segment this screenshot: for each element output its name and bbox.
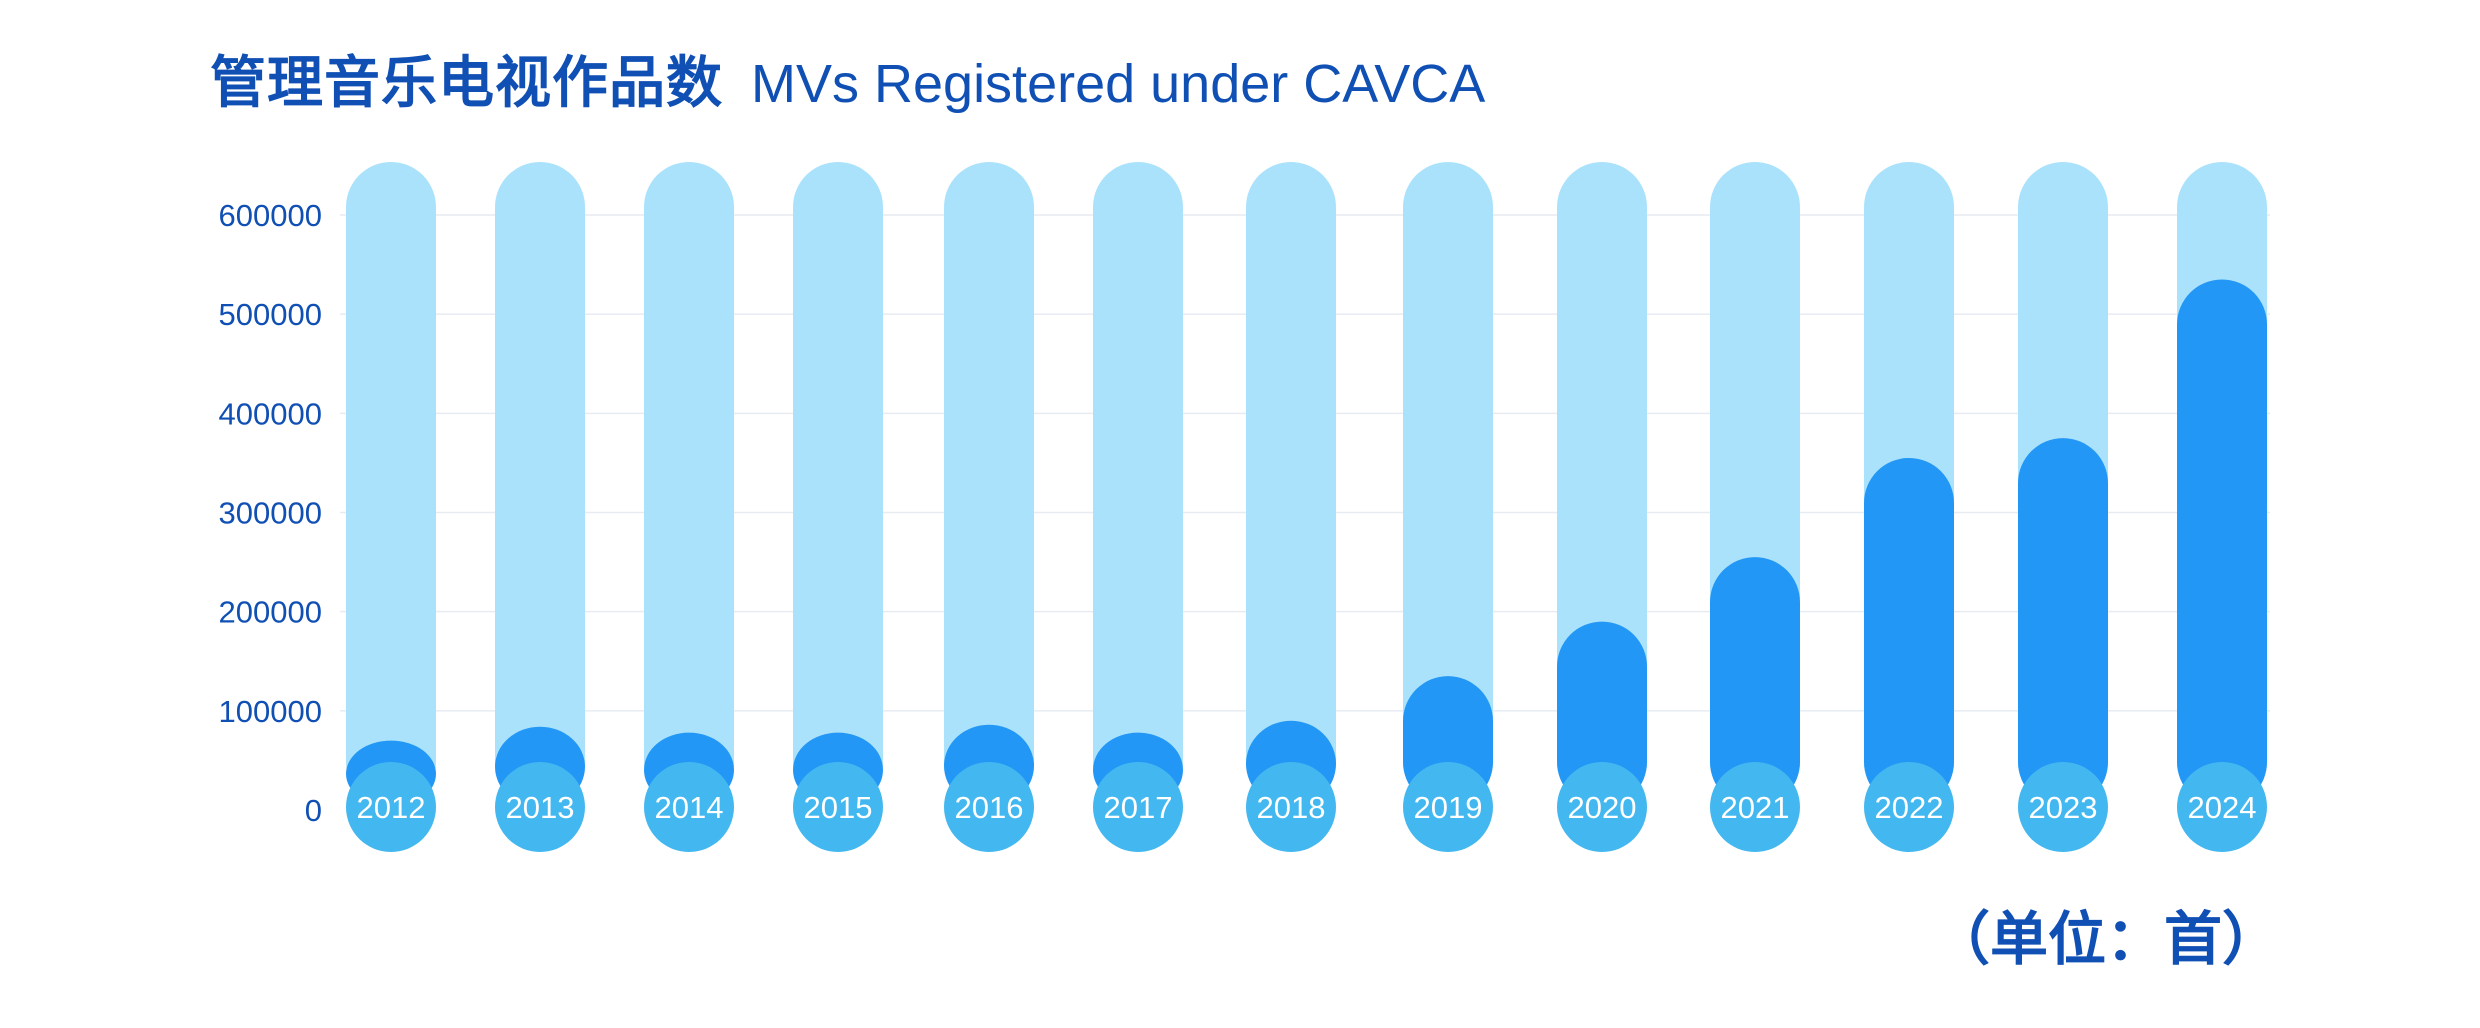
bar bbox=[1864, 457, 1954, 807]
bar-track bbox=[1403, 162, 1493, 807]
y-tick-label: 500000 bbox=[219, 297, 322, 332]
x-tick-label: 2020 bbox=[1568, 790, 1637, 825]
bar-track bbox=[495, 162, 585, 807]
x-tick-label: 2023 bbox=[2029, 790, 2098, 825]
year-label-circle bbox=[644, 762, 734, 852]
bar bbox=[2018, 438, 2108, 807]
bar-track bbox=[793, 162, 883, 807]
year-label-circle bbox=[1864, 762, 1954, 852]
x-tick-label: 2024 bbox=[2188, 790, 2257, 825]
y-tick-label: 0 bbox=[305, 793, 322, 828]
x-tick-label: 2017 bbox=[1104, 790, 1173, 825]
year-label-circle bbox=[1557, 762, 1647, 852]
year-label-circle bbox=[2018, 762, 2108, 852]
x-tick-label: 2013 bbox=[506, 790, 575, 825]
bar bbox=[1710, 557, 1800, 807]
unit-note: （单位：首） bbox=[1931, 905, 2280, 973]
year-label-circle bbox=[346, 762, 436, 852]
year-label-circle bbox=[1403, 762, 1493, 852]
year-label-circle bbox=[1246, 762, 1336, 852]
year-label-circle bbox=[793, 762, 883, 852]
x-tick-label: 2012 bbox=[357, 790, 426, 825]
chart-title-chinese: 管理音乐电视作品数 bbox=[210, 51, 723, 116]
x-tick-label: 2022 bbox=[1875, 790, 1944, 825]
y-tick-label: 200000 bbox=[219, 595, 322, 630]
y-tick-label: 100000 bbox=[219, 694, 322, 729]
chart-title-english: MVs Registered under CAVCA bbox=[751, 54, 1486, 114]
bar-track bbox=[1093, 162, 1183, 807]
bar bbox=[2177, 279, 2267, 807]
chart-title: 管理音乐电视作品数 MVs Registered under CAVCA bbox=[210, 38, 1485, 118]
year-labels: 2012 2013 2014 2015 2016 2017 2018 2019 2020 2021… bbox=[346, 762, 2267, 852]
y-tick-label: 300000 bbox=[219, 496, 322, 531]
x-tick-label: 2019 bbox=[1414, 790, 1483, 825]
bar-track bbox=[1246, 162, 1336, 807]
x-tick-label: 2018 bbox=[1257, 790, 1326, 825]
x-tick-label: 2016 bbox=[955, 790, 1024, 825]
year-label-circle bbox=[495, 762, 585, 852]
x-tick-label: 2015 bbox=[804, 790, 873, 825]
x-tick-label: 2014 bbox=[655, 790, 724, 825]
bar-track bbox=[346, 162, 436, 807]
y-tick-label: 600000 bbox=[219, 198, 322, 233]
y-axis-tick-labels: 600000 500000 400000 300000 200000 100000 0 bbox=[219, 198, 322, 828]
x-tick-label: 2021 bbox=[1721, 790, 1790, 825]
bar-track bbox=[944, 162, 1034, 807]
y-tick-label: 400000 bbox=[219, 396, 322, 431]
year-label-circle bbox=[1710, 762, 1800, 852]
bar bbox=[1557, 621, 1647, 807]
year-label-circle bbox=[1093, 762, 1183, 852]
bar-track bbox=[644, 162, 734, 807]
year-label-circle bbox=[2177, 762, 2267, 852]
year-label-circle bbox=[944, 762, 1034, 852]
